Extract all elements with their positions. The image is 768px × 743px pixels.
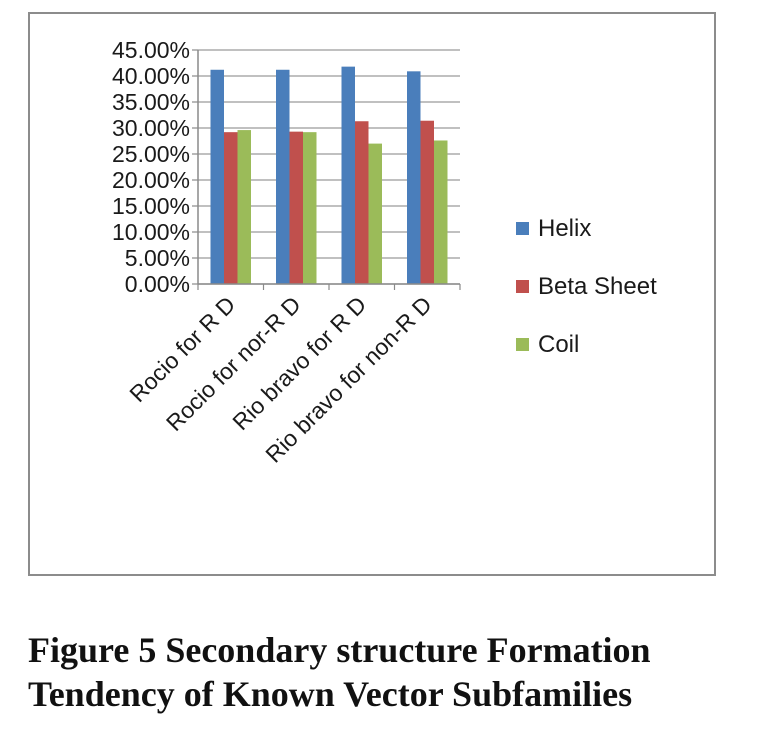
legend-swatch	[516, 338, 529, 351]
y-tick-label: 5.00%	[125, 245, 190, 271]
y-tick-label: 0.00%	[125, 271, 190, 297]
bar-coil	[303, 132, 317, 284]
legend-swatch	[516, 222, 529, 235]
legend-swatch	[516, 280, 529, 293]
legend: Helix Beta Sheet Coil	[516, 215, 657, 358]
caption-line-2: Tendency of Known Vector Subfamilies	[28, 674, 633, 714]
bar-beta-sheet	[289, 131, 303, 284]
y-tick-label: 30.00%	[112, 115, 190, 141]
bar-coil	[434, 140, 448, 284]
y-tick-label: 10.00%	[112, 219, 190, 245]
bar-beta-sheet	[355, 121, 369, 285]
y-tick-label: 35.00%	[112, 89, 190, 115]
bar-helix	[341, 66, 355, 284]
y-tick-label: 20.00%	[112, 167, 190, 193]
bar-helix	[210, 69, 224, 284]
chart-frame: 0.00% 5.00% 10.00% 15.00% 20.00% 25.00% 30.00%…	[28, 12, 716, 576]
caption-line-1: Figure 5 Secondary structure Formation	[28, 630, 651, 670]
axes	[192, 49, 461, 290]
bar-helix	[407, 71, 421, 284]
y-tick-label: 25.00%	[112, 141, 190, 167]
y-tick-label: 15.00%	[112, 193, 190, 219]
y-tick-label: 40.00%	[112, 63, 190, 89]
y-tick-label: 45.00%	[112, 37, 190, 63]
bar-coil	[237, 130, 251, 284]
bar-beta-sheet	[224, 132, 238, 284]
figure-caption: Figure 5 Secondary structure Formation T…	[28, 628, 758, 716]
y-tick-labels: 0.00%5.00%10.00%15.00%20.00%25.00%30.00%…	[112, 37, 190, 297]
bars	[210, 66, 448, 285]
bar-helix	[276, 69, 290, 284]
bar-chart: 0.00%5.00%10.00%15.00%20.00%25.00%30.00%…	[112, 37, 657, 468]
bar-beta-sheet	[420, 120, 434, 284]
legend-label: Coil	[538, 331, 579, 358]
legend-label: Beta Sheet	[538, 273, 657, 300]
bar-coil	[368, 143, 382, 284]
legend-label: Helix	[538, 215, 591, 242]
